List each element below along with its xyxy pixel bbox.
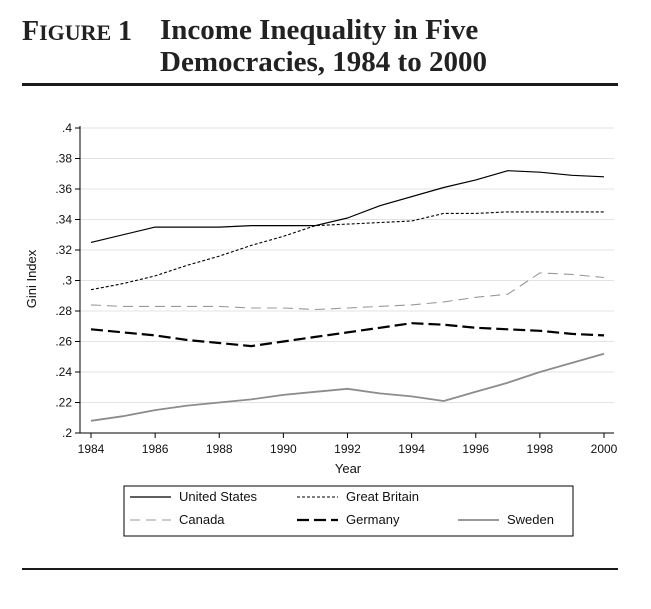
figure-title-line-1: Income Inequality in Five bbox=[160, 14, 479, 46]
figure-label-rest: IGURE bbox=[39, 20, 112, 45]
figure-label: FIGURE 1 bbox=[22, 16, 132, 48]
axes: .2 .22 .24 .26 .28 .3 .32 .34 .36 .38 .4 1984 1986 19… bbox=[55, 121, 617, 456]
top-rule bbox=[22, 83, 618, 86]
series-line-canada bbox=[90, 272, 605, 311]
series-line-sweden bbox=[90, 352, 605, 422]
y-tick-label: .26 bbox=[55, 335, 72, 349]
legend: United States Great Britain Canada Germany S… bbox=[123, 485, 574, 537]
x-tick-label: 1986 bbox=[142, 442, 169, 456]
legend-label-sweden: Sweden bbox=[507, 512, 554, 527]
y-tick-label: .38 bbox=[55, 152, 72, 166]
y-tick-label: .3 bbox=[62, 274, 72, 288]
legend-label-great-britain: Great Britain bbox=[346, 489, 419, 504]
x-tick-label: 1996 bbox=[462, 442, 489, 456]
y-tick-label: .24 bbox=[55, 365, 72, 379]
x-tick-label: 1994 bbox=[398, 442, 425, 456]
x-tick-label: 1990 bbox=[270, 442, 297, 456]
bottom-rule bbox=[22, 568, 618, 570]
y-tick-label: .22 bbox=[55, 396, 72, 410]
grid-lines bbox=[80, 127, 614, 403]
legend-label-united-states: United States bbox=[179, 489, 258, 504]
legend-box bbox=[123, 485, 574, 537]
y-tick-label: .4 bbox=[62, 121, 72, 135]
series-line-germany bbox=[90, 322, 605, 348]
series-lines bbox=[90, 170, 605, 422]
x-axis-label: Year bbox=[335, 461, 362, 476]
figure-label-initial: F bbox=[22, 16, 40, 47]
y-axis-label: Gini Index bbox=[24, 249, 39, 308]
legend-label-germany: Germany bbox=[346, 512, 400, 527]
x-tick-label: 1998 bbox=[527, 442, 554, 456]
legend-label-canada: Canada bbox=[179, 512, 225, 527]
x-tick-label: 1992 bbox=[334, 442, 361, 456]
y-tick-label: .2 bbox=[62, 426, 72, 440]
x-tick-label: 1984 bbox=[78, 442, 105, 456]
y-tick-label: .28 bbox=[55, 304, 72, 318]
y-tick-label: .32 bbox=[55, 243, 72, 257]
figure-title-line-2: Democracies, 1984 to 2000 bbox=[160, 46, 487, 78]
x-tick-label: 1988 bbox=[206, 442, 233, 456]
x-tick-label: 2000 bbox=[591, 442, 618, 456]
series-line-great-britain bbox=[90, 211, 604, 291]
y-tick-label: .34 bbox=[55, 213, 72, 227]
figure-number: 1 bbox=[117, 16, 132, 47]
series-line-united-states bbox=[90, 170, 605, 243]
y-tick-label: .36 bbox=[55, 182, 72, 196]
figure-title: Income Inequality in Five Democracies, 1… bbox=[160, 14, 620, 78]
